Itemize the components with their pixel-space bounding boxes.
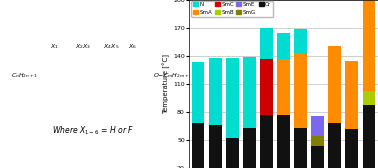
Bar (311, 136, 324, 146)
Bar (294, 29, 307, 53)
Text: Where $X_{1-6}$ = H or F: Where $X_{1-6}$ = H or F (53, 125, 135, 137)
Bar (260, 115, 273, 168)
Bar (226, 138, 239, 168)
Bar (363, 91, 375, 104)
Bar (294, 128, 307, 168)
Bar (294, 53, 307, 128)
Bar (226, 58, 239, 138)
Y-axis label: Temperature [°C]: Temperature [°C] (163, 54, 170, 114)
Bar (260, 28, 273, 59)
Bar (243, 128, 256, 168)
Bar (277, 59, 290, 115)
Bar (209, 58, 222, 125)
Legend: N, SmA, SmC, SmB, SmE, SmG, Cr: N, SmA, SmC, SmB, SmE, SmG, Cr (191, 1, 273, 17)
Bar (243, 57, 256, 128)
Bar (277, 115, 290, 168)
Bar (345, 129, 358, 168)
Bar (328, 123, 341, 168)
Text: $X_1$         $X_2X_3$       $X_4X_5$     $X_6$: $X_1$ $X_2X_3$ $X_4X_5$ $X_6$ (50, 43, 137, 51)
Bar (192, 62, 204, 123)
Bar (328, 46, 341, 123)
Bar (311, 116, 324, 136)
Bar (345, 61, 358, 129)
Bar (311, 146, 324, 168)
Text: $O$$-$$C_mH_{2m+1}$: $O$$-$$C_mH_{2m+1}$ (153, 71, 194, 80)
Bar (277, 33, 290, 59)
Bar (363, 0, 375, 91)
Bar (209, 125, 222, 168)
Text: $C_nH_{2n+1}$: $C_nH_{2n+1}$ (11, 71, 39, 80)
Bar (260, 59, 273, 115)
Bar (192, 123, 204, 168)
Bar (363, 104, 375, 168)
